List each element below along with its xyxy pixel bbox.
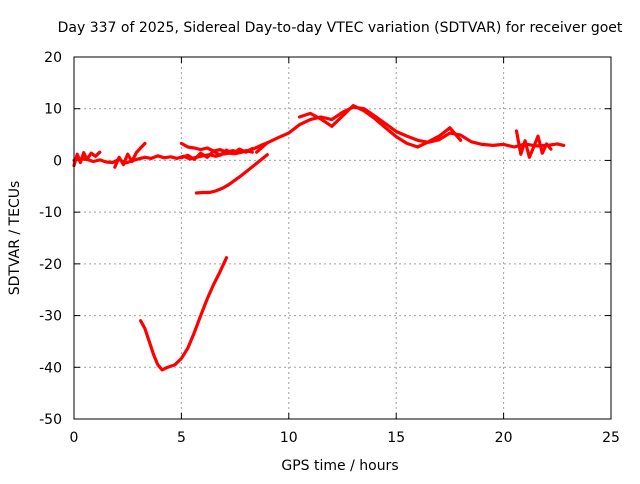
y-tick-label: 10 bbox=[44, 102, 62, 118]
chart-title: Day 337 of 2025, Sidereal Day-to-day VTE… bbox=[58, 20, 623, 36]
y-tick-label: -40 bbox=[39, 360, 62, 376]
y-tick-label: -10 bbox=[39, 205, 62, 221]
series-track-3 bbox=[113, 141, 147, 169]
series-track-2 bbox=[72, 150, 102, 168]
x-tick-label: 5 bbox=[177, 430, 186, 446]
y-tick-label: -50 bbox=[39, 412, 62, 428]
y-tick-label: 0 bbox=[53, 153, 62, 169]
series-track-10 bbox=[514, 129, 553, 159]
axis-ticks: 0 5 10 15 20 25 -50 -40 -30 -20 -10 0 10 20 bbox=[39, 50, 620, 446]
x-tick-label: 15 bbox=[387, 430, 405, 446]
series-track-5 bbox=[179, 146, 254, 161]
y-tick-label: 20 bbox=[44, 50, 62, 66]
x-axis-label: GPS time / hours bbox=[281, 458, 398, 474]
series-track-6 bbox=[194, 153, 269, 195]
series-track-9 bbox=[297, 103, 463, 149]
y-axis-label: SDTVAR / TECUs bbox=[7, 181, 23, 296]
series-track-8 bbox=[255, 105, 566, 154]
y-tick-label: -20 bbox=[39, 257, 62, 273]
x-tick-label: 25 bbox=[602, 430, 620, 446]
series-track-7 bbox=[139, 256, 229, 372]
x-tick-label: 20 bbox=[495, 430, 513, 446]
series-track-4 bbox=[179, 141, 254, 155]
plot-frame bbox=[73, 56, 612, 420]
x-tick-label: 0 bbox=[70, 430, 79, 446]
x-tick-label: 10 bbox=[280, 430, 298, 446]
y-tick-label: -30 bbox=[39, 309, 62, 325]
data-series bbox=[72, 103, 566, 372]
